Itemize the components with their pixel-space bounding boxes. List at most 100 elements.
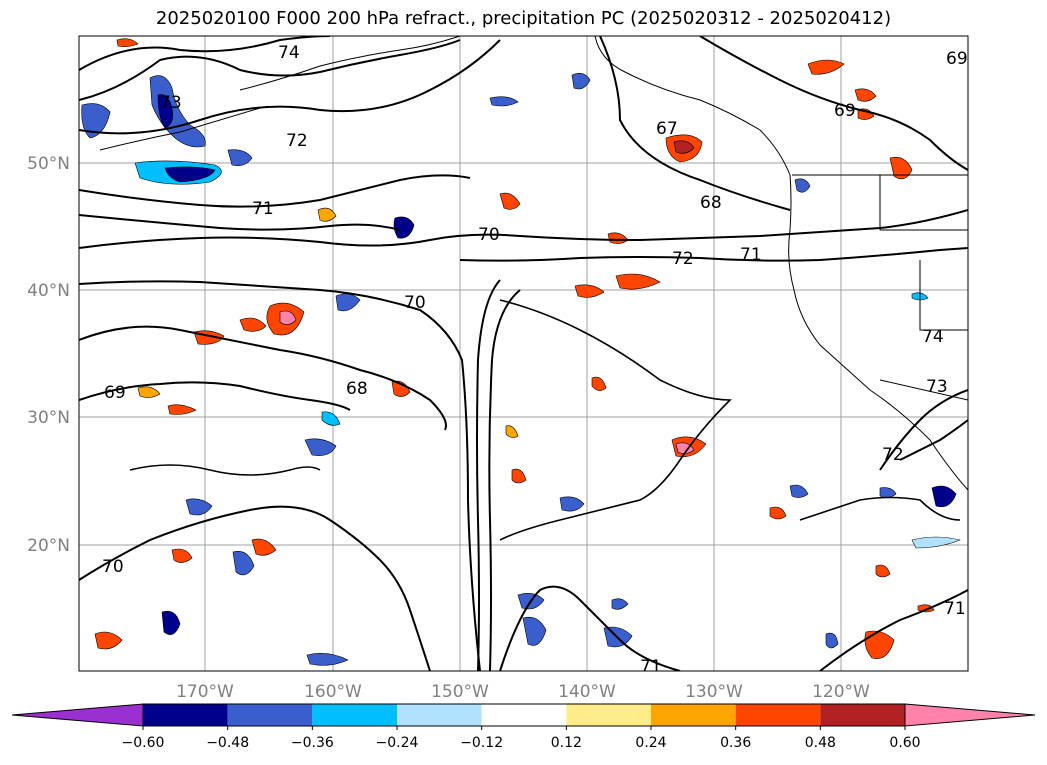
- contour-line: [879, 389, 968, 471]
- neg-patch: [306, 653, 349, 666]
- colorbar-tick-label: −0.24: [376, 735, 419, 751]
- neg-patch: [794, 178, 811, 193]
- neg-patch: [81, 103, 111, 139]
- neg-patch: [335, 293, 361, 312]
- lon-tick-label: 170°W: [176, 682, 234, 702]
- contour-label: 74: [922, 327, 944, 347]
- neg-patch: [321, 411, 341, 426]
- neg-patch: [164, 166, 216, 183]
- map-frame: [78, 35, 969, 672]
- pos-patch: [889, 156, 913, 180]
- pos-patch: [591, 376, 607, 391]
- contour-line: [79, 39, 501, 135]
- contour-line: [79, 505, 431, 671]
- coastline-alaska: [239, 36, 461, 91]
- lon-tick-label: 160°W: [304, 682, 362, 702]
- pos-patch: [279, 310, 297, 325]
- contour-line: [799, 496, 961, 521]
- refractivity-contours: [79, 36, 968, 671]
- contour-label: 72: [286, 131, 308, 151]
- pos-patch: [875, 564, 891, 578]
- colorbar-box: [481, 704, 567, 726]
- pos-patch: [239, 317, 267, 332]
- contour-line: [129, 464, 321, 476]
- colorbar-tick-label: 0.48: [805, 735, 836, 751]
- contour-label: 74: [278, 43, 300, 63]
- lon-tick-label: 120°W: [812, 682, 870, 702]
- contour-line: [79, 209, 968, 249]
- contour-line: [599, 36, 791, 211]
- contour-label: 69: [104, 383, 126, 403]
- contour-label: 71: [640, 657, 662, 677]
- neg-patch: [931, 485, 957, 508]
- pos-patch: [94, 631, 123, 650]
- lat-tick-label: 50°N: [27, 154, 70, 174]
- contour-line: [819, 589, 968, 671]
- colorbar-extend-high: [904, 703, 1036, 727]
- colorbar-box: [735, 704, 821, 726]
- contour-label: 72: [882, 445, 904, 465]
- pos-patch: [317, 207, 337, 222]
- contour-label: 71: [740, 245, 762, 265]
- colorbar-tick-label: −0.36: [291, 735, 334, 751]
- contour-line: [79, 174, 471, 208]
- neg-patch: [149, 75, 206, 148]
- colorbar-box: [312, 704, 397, 726]
- neg-patch: [227, 149, 253, 166]
- neg-patch: [161, 610, 181, 635]
- colorbar-tick-label: 0.60: [889, 735, 920, 751]
- neg-patch: [789, 484, 809, 498]
- contour-line: [79, 36, 331, 71]
- neg-patch: [825, 632, 839, 649]
- colorbar-box: [651, 704, 736, 726]
- contour-line: [79, 325, 447, 431]
- colorbar-frame: [142, 703, 906, 727]
- neg-patch: [559, 496, 585, 512]
- lon-tick-label: 150°W: [431, 682, 489, 702]
- contour-line: [488, 289, 521, 671]
- colorbar-tick-label: −0.60: [122, 735, 165, 751]
- contour-line: [79, 39, 461, 101]
- map-title: 2025020100 F000 200 hPa refract., precip…: [155, 8, 892, 29]
- precip-patches: [81, 38, 961, 666]
- neg-patch: [911, 536, 961, 549]
- contour-line: [499, 585, 681, 671]
- contour-label: 67: [656, 119, 678, 139]
- pos-patch: [511, 468, 527, 484]
- pos-patch: [167, 404, 197, 415]
- contour-label: 69: [834, 101, 856, 121]
- contour-line: [899, 419, 968, 461]
- contour-labels: 74 73 72 71 70 69 68 67 72 71 70 68 69 7…: [102, 43, 968, 677]
- lon-tick-label: 130°W: [685, 682, 743, 702]
- contour-label: 68: [346, 379, 368, 399]
- gridlines: [79, 36, 968, 671]
- colorbar-box: [566, 704, 651, 726]
- contour-label: 73: [926, 377, 948, 397]
- pos-patch: [854, 88, 877, 102]
- neg-patch: [489, 96, 519, 107]
- neg-patch: [232, 551, 255, 576]
- colorbar-extend-low: [11, 703, 144, 727]
- contour-label: 71: [944, 599, 966, 619]
- lon-tick-label: 140°W: [558, 682, 616, 702]
- contour-line: [499, 299, 732, 541]
- pos-patch: [499, 192, 521, 210]
- negative-patches: [81, 73, 961, 666]
- contour-label: 72: [672, 249, 694, 269]
- contour-line: [699, 36, 968, 171]
- contour-line: [79, 381, 351, 411]
- pos-patch: [615, 273, 661, 290]
- coastlines: [99, 36, 968, 491]
- noisy-contours: [129, 299, 961, 541]
- pos-patch: [807, 59, 845, 75]
- contour-label: 73: [160, 93, 182, 113]
- contour-label: 70: [404, 293, 426, 313]
- colorbar-tick-label: −0.48: [206, 735, 249, 751]
- contour-label: 70: [478, 225, 500, 245]
- contour-line: [476, 279, 501, 671]
- neg-patch: [571, 73, 591, 90]
- pos-patch: [574, 284, 605, 298]
- neg-patch: [157, 94, 173, 129]
- coastline-north-america: [594, 36, 968, 491]
